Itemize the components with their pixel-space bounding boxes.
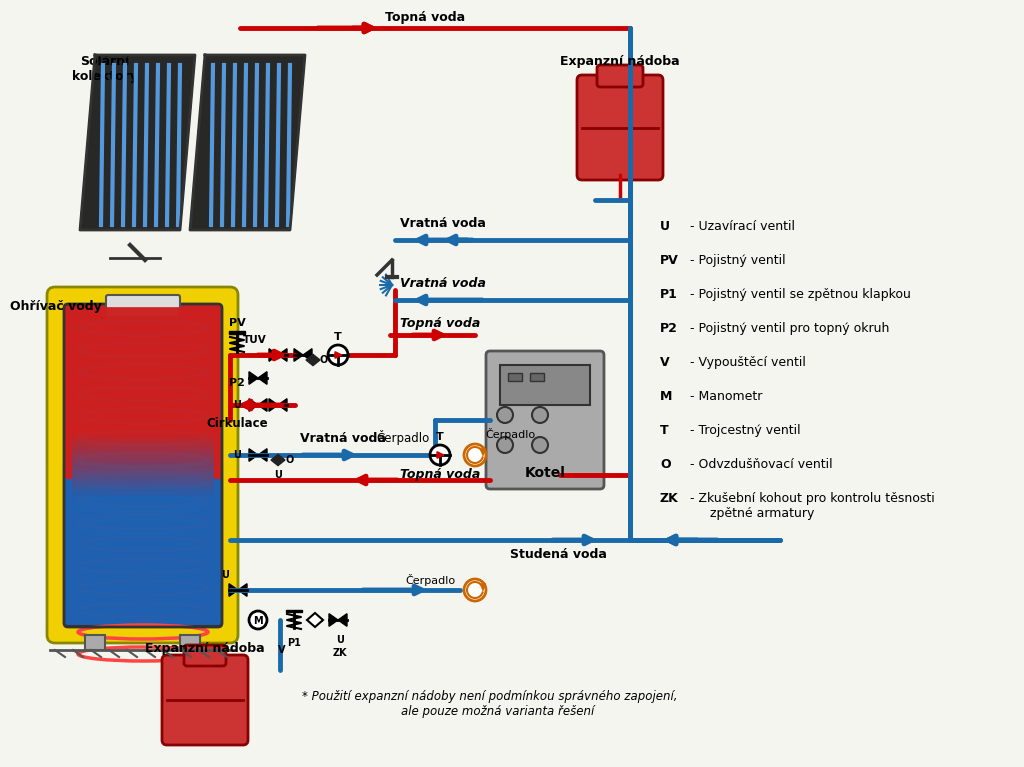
Text: ZK: ZK <box>660 492 679 505</box>
Text: Topná voda: Topná voda <box>400 317 480 330</box>
Bar <box>85 635 105 650</box>
Text: * Použití expanzní nádoby není podmínkou správného zapojení,
    ale pouze možná: * Použití expanzní nádoby není podmínkou… <box>302 690 678 718</box>
Circle shape <box>464 444 486 466</box>
Polygon shape <box>229 584 238 596</box>
Text: V: V <box>279 645 286 655</box>
Text: Čerpadlo: Čerpadlo <box>377 430 430 445</box>
Text: - Manometr: - Manometr <box>690 390 763 403</box>
FancyBboxPatch shape <box>106 295 180 317</box>
FancyBboxPatch shape <box>486 351 604 489</box>
Text: P1: P1 <box>660 288 678 301</box>
Text: - Pojistný ventil pro topný okruh: - Pojistný ventil pro topný okruh <box>690 322 890 335</box>
Text: V: V <box>660 356 670 369</box>
Text: Expanzní nádoba: Expanzní nádoba <box>560 55 680 68</box>
Text: M: M <box>660 390 673 403</box>
Polygon shape <box>80 55 195 230</box>
Polygon shape <box>306 354 319 366</box>
Polygon shape <box>258 449 267 461</box>
Text: Vratná voda: Vratná voda <box>400 277 485 290</box>
Text: M: M <box>253 616 263 626</box>
Polygon shape <box>269 399 278 411</box>
Polygon shape <box>338 614 347 627</box>
Polygon shape <box>278 399 287 411</box>
Text: O: O <box>319 355 329 365</box>
Polygon shape <box>238 584 247 596</box>
Polygon shape <box>271 454 285 466</box>
Text: Studená voda: Studená voda <box>510 548 607 561</box>
Text: O: O <box>285 455 293 465</box>
Text: Solární
kolektory: Solární kolektory <box>72 55 138 83</box>
Polygon shape <box>278 349 287 361</box>
Polygon shape <box>249 449 258 461</box>
FancyBboxPatch shape <box>63 461 222 626</box>
FancyBboxPatch shape <box>162 655 248 745</box>
Polygon shape <box>269 349 278 361</box>
Circle shape <box>532 437 548 453</box>
Text: U: U <box>221 570 229 580</box>
Text: Vratná voda: Vratná voda <box>300 432 386 445</box>
Polygon shape <box>307 613 323 627</box>
Circle shape <box>464 579 486 601</box>
Polygon shape <box>258 399 267 411</box>
Bar <box>508 373 522 381</box>
Text: U: U <box>233 450 241 460</box>
Text: - Pojistný ventil se zpětnou klapkou: - Pojistný ventil se zpětnou klapkou <box>690 288 911 301</box>
Text: - Odvzdušňovací ventil: - Odvzdušňovací ventil <box>690 458 833 471</box>
Text: P2: P2 <box>229 378 245 388</box>
Text: Topná voda: Topná voda <box>385 12 465 25</box>
Text: ZK: ZK <box>333 648 347 658</box>
Circle shape <box>249 611 267 629</box>
Text: U: U <box>660 220 670 233</box>
Bar <box>530 373 544 381</box>
Text: Expanzní nádoba: Expanzní nádoba <box>145 642 265 655</box>
Text: T: T <box>334 332 342 342</box>
Text: Cirkulace: Cirkulace <box>206 417 268 430</box>
Bar <box>500 365 590 405</box>
Text: T: T <box>436 432 443 442</box>
Text: P1: P1 <box>287 638 301 648</box>
Text: U: U <box>233 400 241 410</box>
Text: - Pojistný ventil: - Pojistný ventil <box>690 254 785 267</box>
Text: P2: P2 <box>660 322 678 335</box>
Circle shape <box>497 437 513 453</box>
Polygon shape <box>294 349 303 361</box>
Text: Vratná voda: Vratná voda <box>400 217 485 230</box>
Text: Kotel: Kotel <box>524 466 565 480</box>
Text: Topná voda: Topná voda <box>400 468 480 481</box>
Polygon shape <box>190 55 305 230</box>
Text: T: T <box>660 424 669 437</box>
Text: O: O <box>660 458 671 471</box>
Polygon shape <box>229 331 245 334</box>
Polygon shape <box>258 372 267 384</box>
Circle shape <box>430 445 450 465</box>
Text: TUV: TUV <box>243 335 267 345</box>
Text: PV: PV <box>660 254 679 267</box>
FancyBboxPatch shape <box>63 304 222 479</box>
Text: PV: PV <box>228 318 246 328</box>
Text: - Vypouštěcí ventil: - Vypouštěcí ventil <box>690 356 806 369</box>
Text: Čerpadlo: Čerpadlo <box>404 574 455 586</box>
Text: U: U <box>336 635 344 645</box>
Text: Čerpadlo: Čerpadlo <box>485 428 536 440</box>
Polygon shape <box>249 399 258 411</box>
Bar <box>180 635 200 650</box>
Text: - Trojcestný ventil: - Trojcestný ventil <box>690 424 801 437</box>
FancyBboxPatch shape <box>184 645 226 666</box>
FancyBboxPatch shape <box>47 287 238 643</box>
FancyBboxPatch shape <box>597 65 643 87</box>
Circle shape <box>328 345 348 365</box>
Text: - Zkušební kohout pro kontrolu těsnosti
     zpětné armatury: - Zkušební kohout pro kontrolu těsnosti … <box>690 492 935 520</box>
Circle shape <box>532 407 548 423</box>
Polygon shape <box>303 349 312 361</box>
Polygon shape <box>329 614 338 627</box>
Polygon shape <box>249 372 258 384</box>
Text: - Uzavírací ventil: - Uzavírací ventil <box>690 220 795 233</box>
Text: Ohřívač vody: Ohřívač vody <box>10 300 101 313</box>
Circle shape <box>497 407 513 423</box>
FancyBboxPatch shape <box>577 75 663 180</box>
Text: U: U <box>274 470 282 480</box>
Polygon shape <box>286 610 302 612</box>
